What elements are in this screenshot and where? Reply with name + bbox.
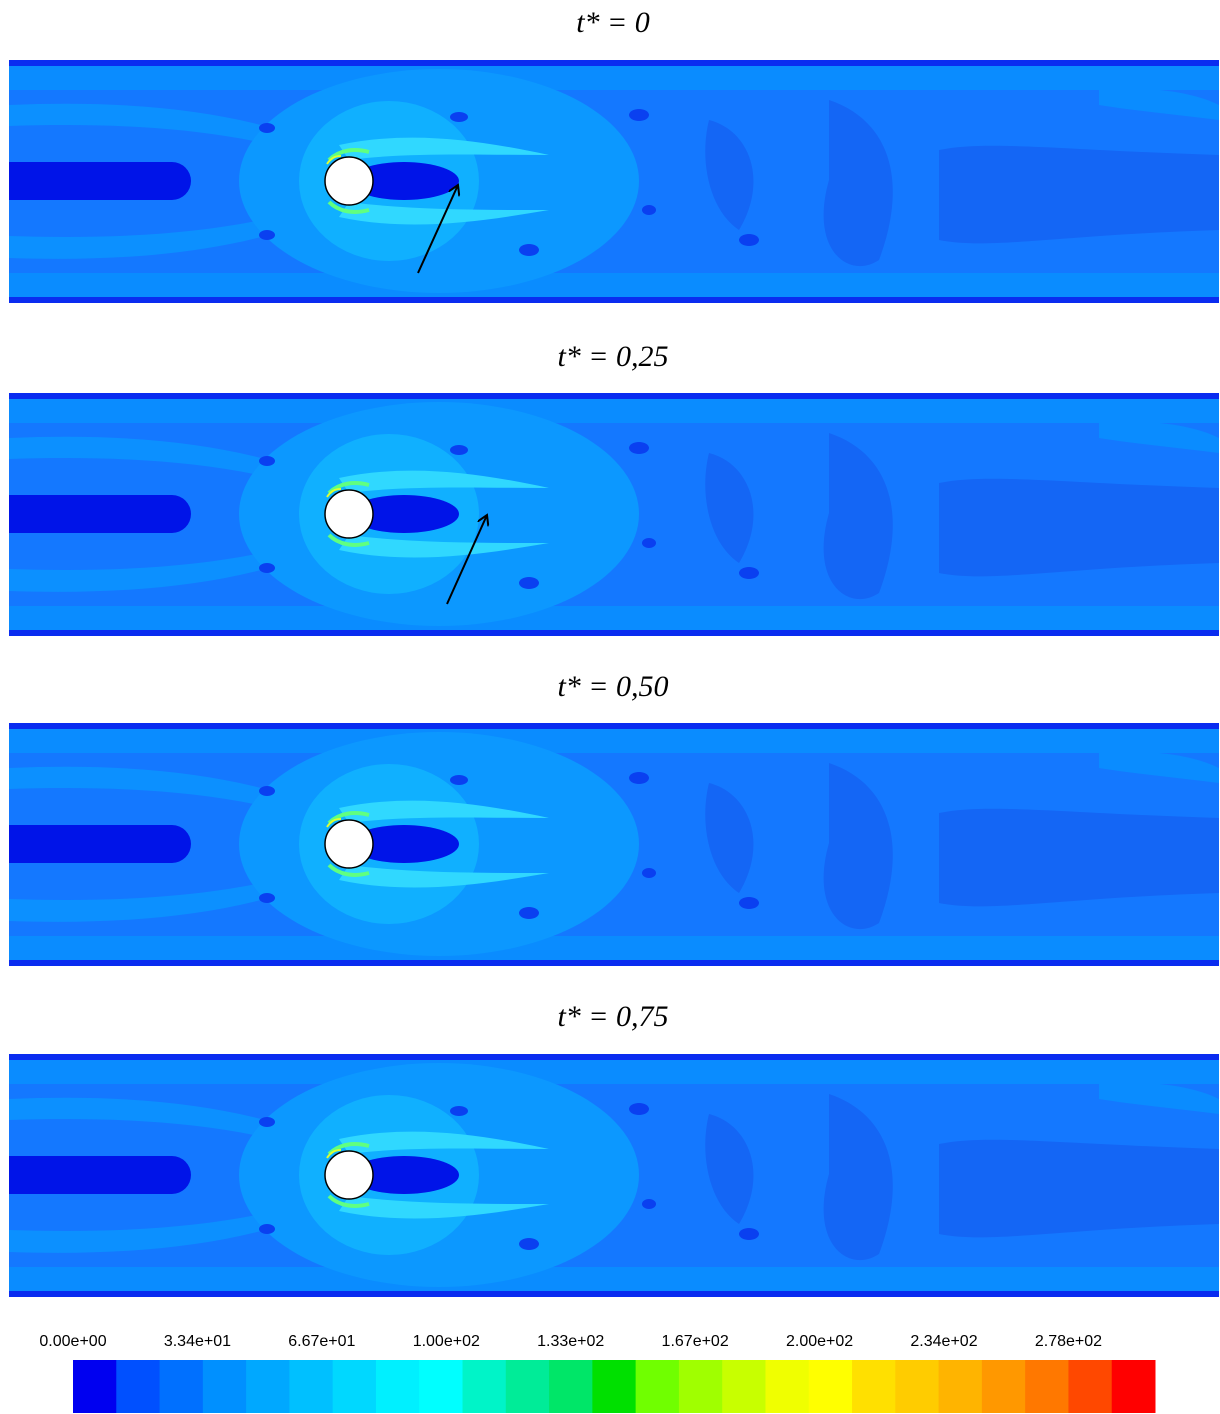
color-swatch (246, 1360, 290, 1413)
colorbar-label: 2.00e+02 (786, 1333, 853, 1350)
panel-title: t* = 0 (576, 6, 650, 39)
colorbar-label: 1.67e+02 (662, 1333, 729, 1350)
color-swatch (938, 1360, 983, 1413)
color-swatch (1068, 1360, 1113, 1413)
contour-panel (9, 393, 1219, 636)
color-swatch (419, 1360, 464, 1413)
color-swatch (549, 1360, 593, 1413)
color-swatch (1111, 1360, 1156, 1413)
cylinder (324, 819, 374, 869)
color-swatch (375, 1360, 420, 1413)
color-swatch (505, 1360, 550, 1413)
arrow (417, 185, 458, 274)
color-swatch (852, 1360, 896, 1413)
cylinder (324, 156, 374, 206)
colorbar: 0.00e+00 3.34e+01 6.67e+01 1.00e+02 1.33e+02… (39, 1333, 1156, 1413)
contour-field (9, 1054, 1219, 1297)
contour-panel (9, 60, 1219, 303)
color-swatch (895, 1360, 940, 1413)
color-swatch (1025, 1360, 1069, 1413)
contour-field (9, 60, 1219, 303)
panel-title: t* = 0,25 (557, 340, 668, 373)
color-swatch (808, 1360, 853, 1413)
color-swatch (635, 1360, 680, 1413)
color-swatch (332, 1360, 377, 1413)
color-swatch (159, 1360, 204, 1413)
panels: t* = 0 t* = 0,25 t* = 0,50 t* = 0,75 (9, 6, 1219, 1297)
contour-panel (9, 1054, 1219, 1297)
color-swatch (678, 1360, 723, 1413)
colorbar-label: 1.00e+02 (413, 1333, 480, 1350)
colorbar-label: 1.33e+02 (537, 1333, 604, 1350)
colorbar-label: 2.78e+02 (1035, 1333, 1102, 1350)
cylinder (324, 1150, 374, 1200)
color-swatch (116, 1360, 161, 1413)
color-swatch (289, 1360, 334, 1413)
color-swatch (592, 1360, 637, 1413)
cylinder (324, 489, 374, 539)
color-swatch (722, 1360, 766, 1413)
contour-panel (9, 723, 1219, 966)
contour-field (9, 723, 1219, 966)
contour-field (9, 393, 1219, 636)
color-swatch (765, 1360, 810, 1413)
colorbar-label: 2.34e+02 (910, 1333, 977, 1350)
panel-title: t* = 0,50 (557, 670, 668, 703)
color-swatch (202, 1360, 247, 1413)
panel-title: t* = 0,75 (557, 1000, 668, 1033)
colorbar-label: 3.34e+01 (164, 1333, 231, 1350)
colorbar-label: 6.67e+01 (288, 1333, 355, 1350)
colorbar-label: 0.00e+00 (39, 1333, 106, 1350)
color-swatch (73, 1360, 117, 1413)
arrow (446, 515, 487, 605)
color-swatch (981, 1360, 1026, 1413)
color-swatch (462, 1360, 507, 1413)
